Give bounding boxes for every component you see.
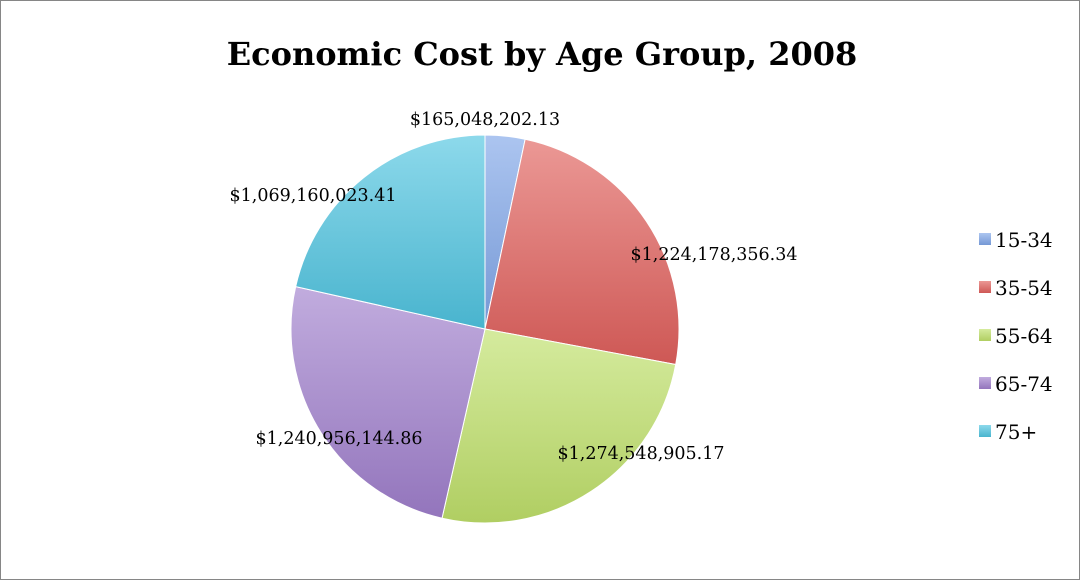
legend-swatch-15-34 <box>979 233 991 245</box>
legend-swatch-65-74 <box>979 377 991 389</box>
legend-label-65-74: 65-74 <box>995 372 1053 396</box>
legend-label-35-54: 35-54 <box>995 276 1053 300</box>
legend-swatch-75+ <box>979 425 991 437</box>
data-label-55-64: $1,274,548,905.17 <box>558 444 725 464</box>
legend-swatch-35-54 <box>979 281 991 293</box>
pie-slices <box>290 134 680 524</box>
pie-slice-35-54 <box>484 138 680 366</box>
pie-slice-75+ <box>295 134 486 330</box>
data-label-75+: $1,069,160,023.41 <box>230 186 397 206</box>
legend-label-75+: 75+ <box>995 420 1037 444</box>
data-labels: $165,048,202.13 $1,224,178,356.34 $1,274,5… <box>230 110 798 464</box>
data-label-15-34: $165,048,202.13 <box>410 110 560 130</box>
data-label-35-54: $1,224,178,356.34 <box>631 245 798 265</box>
legend-label-15-34: 15-34 <box>995 228 1053 252</box>
legend: 15-34 35-54 55-64 65-74 75+ <box>979 228 1053 444</box>
legend-swatch-55-64 <box>979 329 991 341</box>
chart-title: Economic Cost by Age Group, 2008 <box>227 35 858 73</box>
pie-slice-55-64 <box>441 328 677 524</box>
pie-slice-65-74 <box>290 286 486 519</box>
data-label-65-74: $1,240,956,144.86 <box>256 429 423 449</box>
legend-label-55-64: 55-64 <box>995 324 1053 348</box>
